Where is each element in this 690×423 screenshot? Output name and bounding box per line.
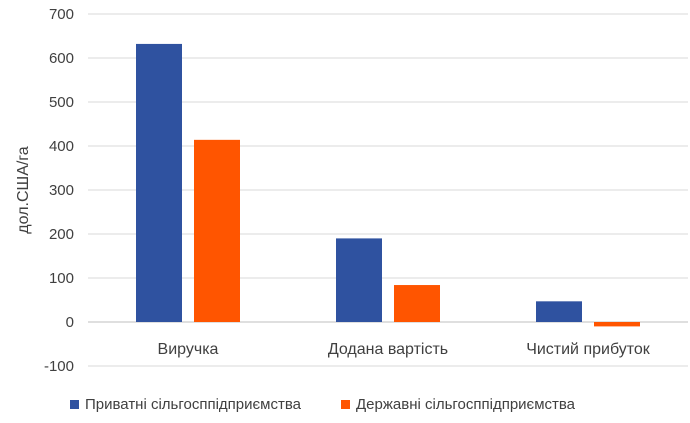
category-label: Чистий прибуток <box>526 341 651 358</box>
category-label: Виручка <box>158 341 219 358</box>
legend-swatch-private <box>70 400 79 409</box>
legend-label-private: Приватні сільгосппідприємства <box>85 396 302 413</box>
bar-state-2 <box>394 285 440 322</box>
legend: Приватні сільгосппідприємства Державні с… <box>70 396 575 413</box>
y-tick-label: 300 <box>49 182 74 199</box>
y-tick-label: 500 <box>49 94 74 111</box>
bar-private-3 <box>536 301 582 322</box>
legend-label-state: Державні сільгосппідприємства <box>356 396 576 413</box>
y-tick-label: 700 <box>49 6 74 23</box>
category-label: Додана вартість <box>328 341 448 358</box>
x-axis-category-labels: Виручка Додана вартість Чистий прибуток <box>158 341 651 358</box>
bars <box>136 43 640 327</box>
y-axis-label: дол.США/га <box>15 146 32 233</box>
legend-swatch-state <box>341 400 351 409</box>
y-axis-tick-labels: -100 0 100 200 300 400 500 600 700 <box>44 6 74 375</box>
legend-item-private: Приватні сільгосппідприємства <box>70 396 301 413</box>
bar-private-1 <box>136 43 182 323</box>
gridlines <box>88 13 688 367</box>
bar-state-1 <box>194 139 240 322</box>
y-tick-label: 400 <box>49 138 74 155</box>
y-tick-label: 0 <box>66 314 74 331</box>
y-tick-label: 100 <box>49 270 74 287</box>
bar-state-3 <box>594 322 640 327</box>
bar-chart: -100 0 100 200 300 400 500 600 700 Виручка Додана… <box>15 6 688 375</box>
y-tick-label: 600 <box>49 50 74 67</box>
legend-item-state: Державні сільгосппідприємства <box>341 396 575 413</box>
y-tick-label: 200 <box>49 226 74 243</box>
bar-private-2 <box>336 238 382 322</box>
y-tick-label: -100 <box>44 358 74 375</box>
